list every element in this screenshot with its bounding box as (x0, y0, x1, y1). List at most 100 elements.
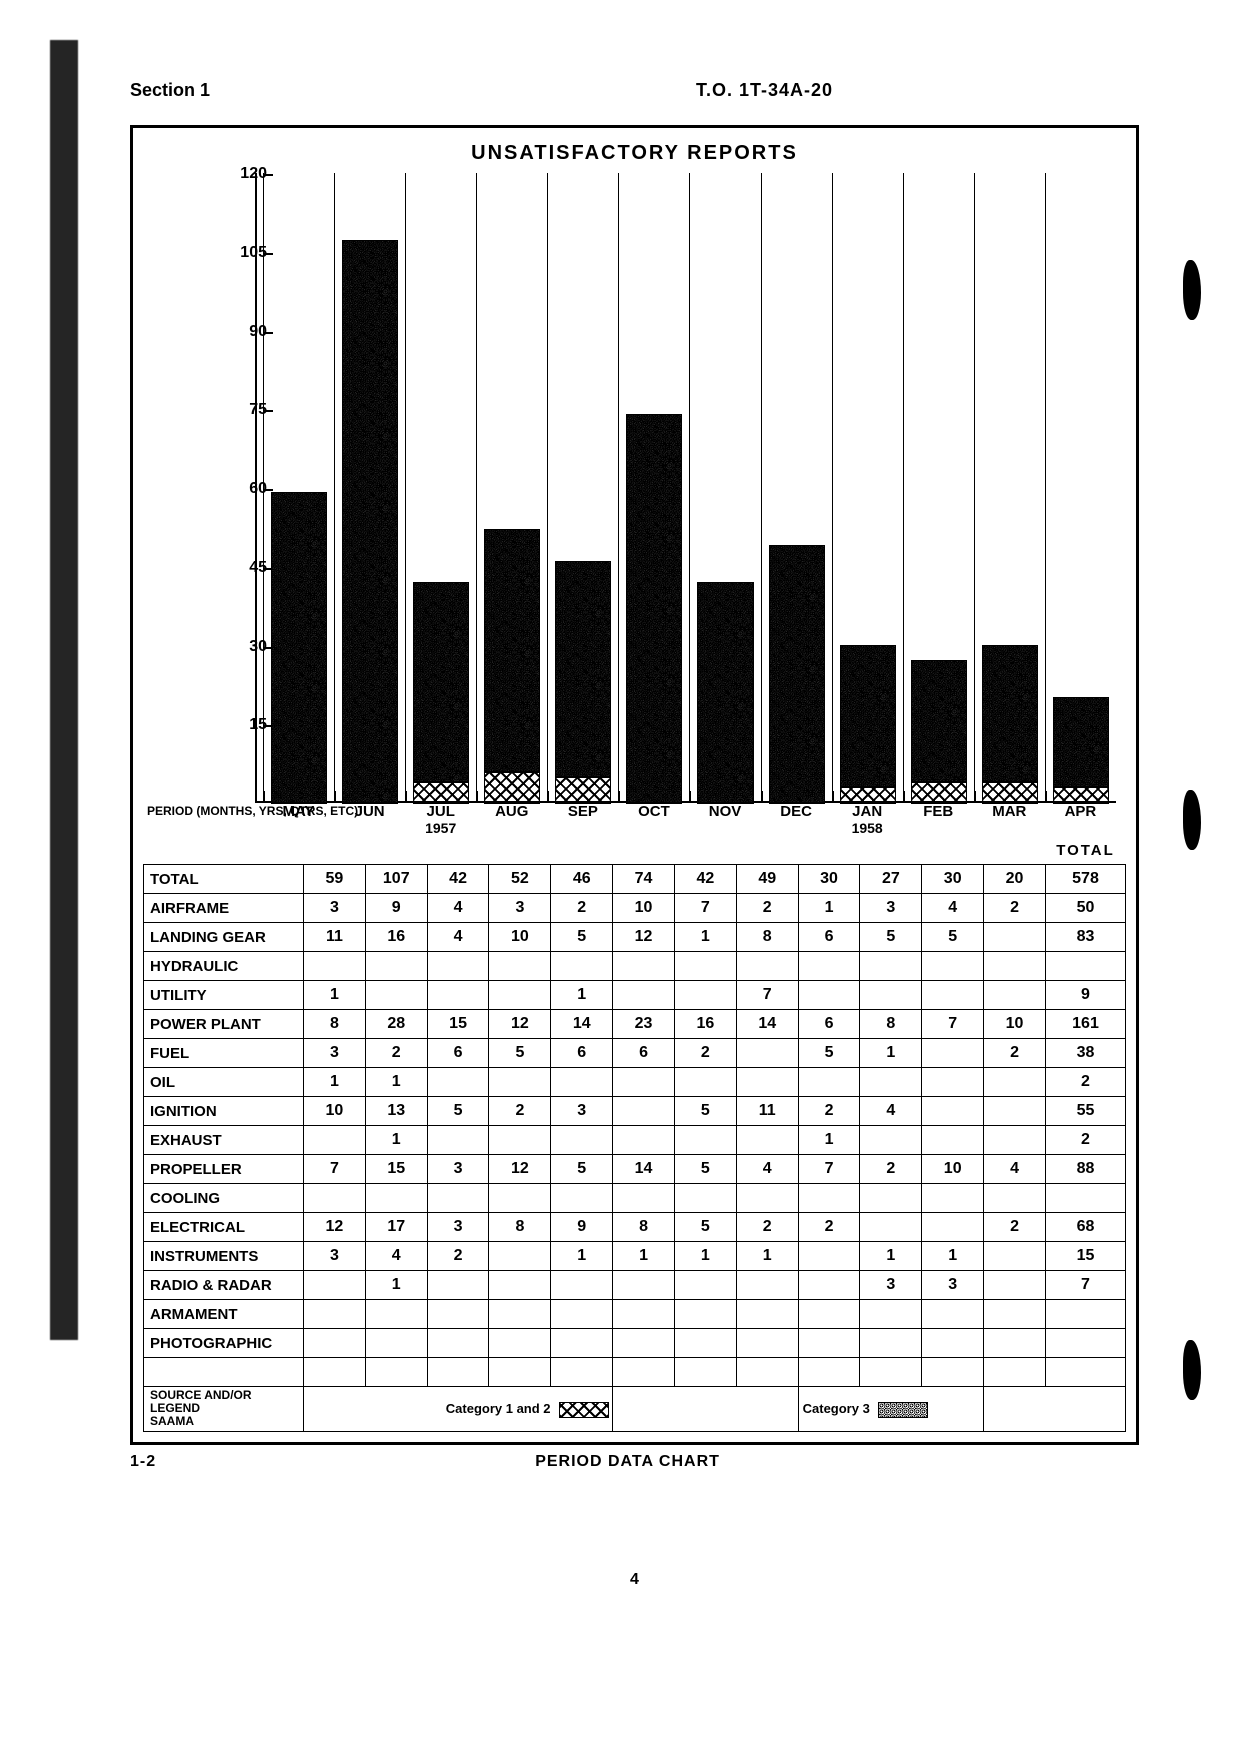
row-header: EXHAUST (144, 1126, 304, 1155)
table-row: INSTRUMENTS34211111115 (144, 1242, 1126, 1271)
scan-artifact (1183, 260, 1201, 320)
x-tick: JUN (334, 803, 405, 820)
table-cell (613, 1068, 675, 1097)
table-cell (304, 1329, 366, 1358)
row-total: 7 (1046, 1271, 1126, 1300)
x-year-label (689, 820, 760, 836)
chart-frame: UNSATISFACTORY REPORTS 15304560759010512… (130, 125, 1139, 1445)
doc-number: T.O. 1T-34A-20 (696, 80, 833, 101)
table-row: TOTAL5910742524674424930273020578 (144, 865, 1126, 894)
table-cell (551, 1358, 613, 1387)
table-cell: 10 (613, 894, 675, 923)
table-cell: 8 (304, 1010, 366, 1039)
table-cell (922, 981, 984, 1010)
table-cell (551, 1329, 613, 1358)
table-cell (674, 1300, 736, 1329)
page-code: 1-2 (130, 1453, 156, 1471)
row-header: TOTAL (144, 865, 304, 894)
bar-segment-cat3 (343, 241, 397, 803)
table-cell: 4 (922, 894, 984, 923)
table-cell: 107 (365, 865, 427, 894)
table-cell (427, 1126, 489, 1155)
table-cell (798, 1358, 860, 1387)
table-cell: 5 (427, 1097, 489, 1126)
table-cell (427, 1271, 489, 1300)
table-cell (922, 952, 984, 981)
row-header: ELECTRICAL (144, 1213, 304, 1242)
table-cell (304, 1271, 366, 1300)
hatch-icon (560, 1403, 608, 1417)
table-cell (860, 1213, 922, 1242)
table-cell (984, 1329, 1046, 1358)
table-cell (984, 1300, 1046, 1329)
table-cell: 5 (551, 923, 613, 952)
x-tick: MAR (974, 803, 1045, 820)
table-cell (489, 1358, 551, 1387)
table-cell (551, 1271, 613, 1300)
bar-cell (334, 173, 405, 803)
bar-segment-cat3 (841, 646, 895, 788)
bar-cell (476, 173, 547, 803)
table-cell (613, 981, 675, 1010)
table-cell: 5 (860, 923, 922, 952)
y-tick: 15 (207, 716, 267, 734)
x-tick: NOV (689, 803, 760, 820)
table-cell: 2 (736, 1213, 798, 1242)
row-header: POWER PLANT (144, 1010, 304, 1039)
table-cell: 8 (736, 923, 798, 952)
table-cell (613, 1097, 675, 1126)
table-cell (736, 1271, 798, 1300)
table-cell: 42 (674, 865, 736, 894)
table-cell (736, 1039, 798, 1068)
table-cell (613, 1329, 675, 1358)
table-cell: 3 (304, 1242, 366, 1271)
table-cell (304, 1358, 366, 1387)
table-cell (860, 952, 922, 981)
bar-cell (761, 173, 832, 803)
bar-cell (903, 173, 974, 803)
table-cell (427, 1068, 489, 1097)
y-tick: 120 (207, 165, 267, 183)
bar-cell (689, 173, 760, 803)
table-cell: 12 (489, 1155, 551, 1184)
bar (912, 661, 966, 803)
table-cell: 1 (551, 981, 613, 1010)
table-cell (551, 1184, 613, 1213)
table-row: UTILITY1179 (144, 981, 1126, 1010)
table-cell: 8 (489, 1213, 551, 1242)
bar-segment-cat3 (556, 562, 610, 777)
table-cell (860, 981, 922, 1010)
y-tick: 60 (207, 480, 267, 498)
table-cell: 27 (860, 865, 922, 894)
row-total: 2 (1046, 1068, 1126, 1097)
row-total: 88 (1046, 1155, 1126, 1184)
table-cell (489, 1271, 551, 1300)
table-cell (551, 952, 613, 981)
bar-cell (547, 173, 618, 803)
x-year-label (476, 820, 547, 836)
row-header: PROPELLER (144, 1155, 304, 1184)
table-cell: 5 (551, 1155, 613, 1184)
table-cell (860, 1358, 922, 1387)
table-cell (674, 981, 736, 1010)
table-row: RADIO & RADAR1337 (144, 1271, 1126, 1300)
table-cell (798, 1242, 860, 1271)
x-year-label (263, 820, 334, 836)
bar-segment-cat12 (556, 777, 610, 803)
bar (698, 583, 752, 804)
row-total (1046, 1358, 1126, 1387)
row-total (1046, 1300, 1126, 1329)
table-row: POWER PLANT82815121423161468710161 (144, 1010, 1126, 1039)
table-cell: 2 (984, 1039, 1046, 1068)
page-header: Section 1 T.O. 1T-34A-20 (130, 80, 1139, 101)
x-tick: JUL (405, 803, 476, 820)
scan-artifact (1183, 1340, 1201, 1400)
row-total: 50 (1046, 894, 1126, 923)
table-cell: 74 (613, 865, 675, 894)
x-year-label (761, 820, 832, 836)
table-row: PHOTOGRAPHIC (144, 1329, 1126, 1358)
table-cell (304, 1126, 366, 1155)
table-cell (674, 1126, 736, 1155)
x-year-label (1045, 820, 1116, 836)
table-cell: 6 (427, 1039, 489, 1068)
